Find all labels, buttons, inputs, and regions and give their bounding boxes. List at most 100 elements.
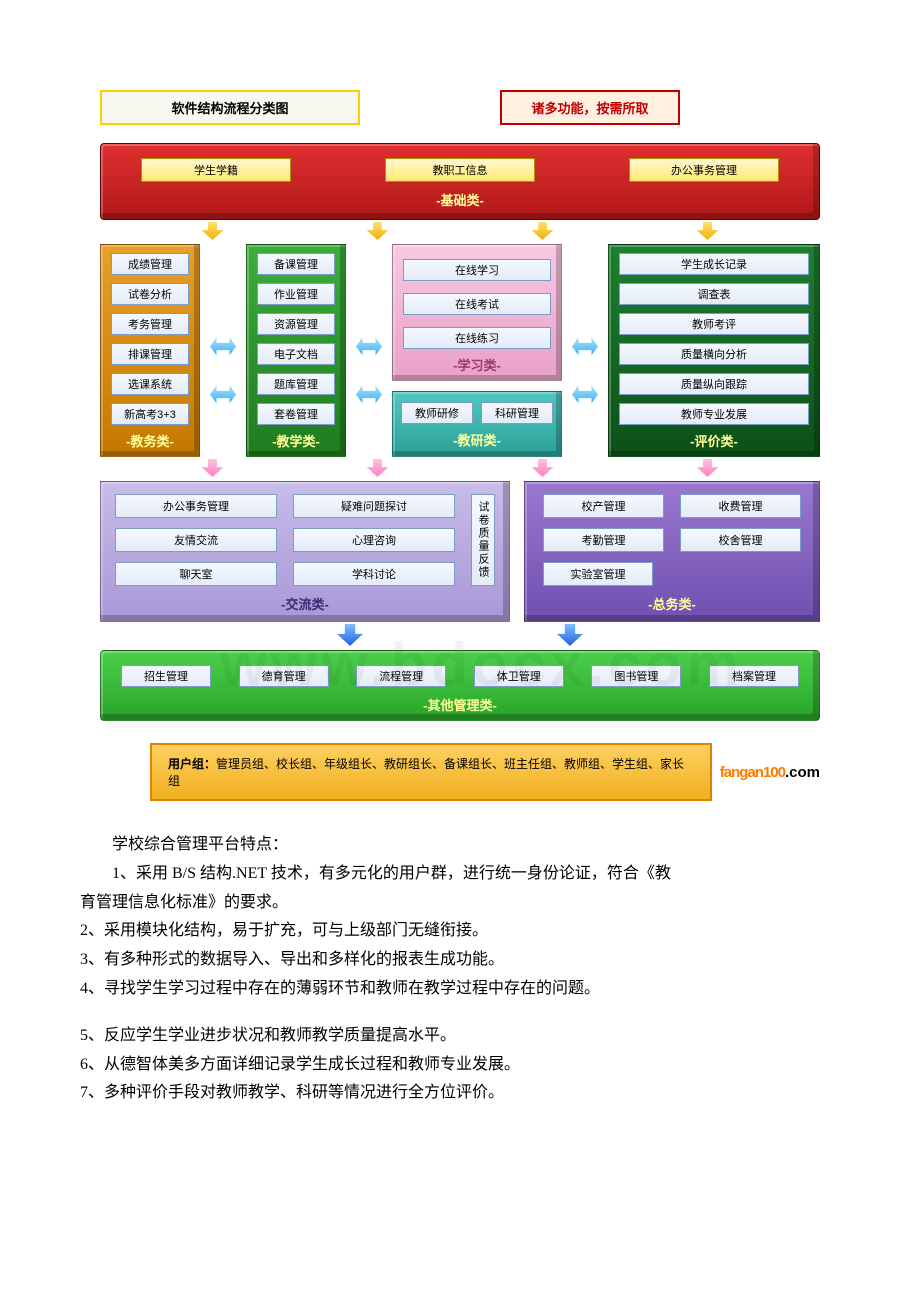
arrow-down-icon — [532, 222, 554, 240]
panel-label: -评价类- — [609, 427, 819, 456]
item: 学科讨论 — [293, 562, 455, 586]
item: 在线学习 — [403, 259, 551, 281]
brand-logo: fangan100.com — [720, 764, 820, 781]
item: 题库管理 — [257, 373, 335, 395]
article-body: 学校综合管理平台特点： 1、采用 B/S 结构.NET 技术，有多元化的用户群，… — [80, 831, 840, 1108]
item: 校产管理 — [543, 494, 664, 518]
flow-diagram: 软件结构流程分类图 诸多功能，按需所取 学生学籍 教职工信息 办公事务管理 -基… — [100, 90, 820, 801]
arrow-lr-icon — [210, 338, 236, 356]
item: 考勤管理 — [543, 528, 664, 552]
panel-pingjia: 学生成长记录 调查表 教师考评 质量横向分析 质量纵向跟踪 教师专业发展 -评价… — [608, 244, 820, 457]
article-line: 5、反应学生学业进步状况和教师教学质量提高水平。 — [80, 1022, 840, 1051]
item: 科研管理 — [481, 402, 553, 424]
item: 学生成长记录 — [619, 253, 809, 275]
brand-orange: fangan100 — [720, 764, 785, 781]
arrow-down-icon — [367, 459, 389, 477]
arrow-down-icon — [202, 459, 224, 477]
arrow-lr-icon — [356, 386, 382, 404]
arrow-down-icon — [697, 459, 719, 477]
item: 作业管理 — [257, 283, 335, 305]
column-xuexi-jiaoyan: 在线学习 在线考试 在线练习 -学习类- 教师研修 科研管理 -教研类- — [392, 244, 562, 457]
panel-other: 招生管理 德育管理 流程管理 体卫管理 图书管理 档案管理 -其他管理类- — [100, 650, 820, 721]
arrow-row-2 — [100, 459, 820, 477]
arrow-column — [356, 244, 382, 457]
arrow-down-icon — [532, 459, 554, 477]
item: 新高考3+3 — [111, 403, 189, 425]
item: 质量横向分析 — [619, 343, 809, 365]
base-item: 教职工信息 — [385, 158, 535, 182]
article-line: 1、采用 B/S 结构.NET 技术，有多元化的用户群，进行统一身份论证，符合《… — [80, 860, 840, 889]
article-line: 3、有多种形式的数据导入、导出和多样化的报表生成功能。 — [80, 946, 840, 975]
article-line: 2、采用模块化结构，易于扩充，可与上级部门无缝衔接。 — [80, 917, 840, 946]
item: 选课系统 — [111, 373, 189, 395]
item: 教师专业发展 — [619, 403, 809, 425]
item: 教师研修 — [401, 402, 473, 424]
arrow-down-icon — [367, 222, 389, 240]
item: 友情交流 — [115, 528, 277, 552]
panel-jiaoxue: 备课管理 作业管理 资源管理 电子文档 题库管理 套卷管理 -教学类- — [246, 244, 346, 457]
panel-jiaoyan: 教师研修 科研管理 -教研类- — [392, 391, 562, 457]
arrow-row-1 — [100, 222, 820, 240]
item: 档案管理 — [709, 665, 799, 687]
arrow-column — [572, 244, 598, 457]
arrow-down-icon — [557, 624, 583, 646]
arrow-column — [210, 244, 236, 457]
panel-label: -其他管理类- — [101, 691, 819, 720]
brand-suffix: .com — [785, 764, 820, 781]
base-item: 学生学籍 — [141, 158, 291, 182]
article-heading: 学校综合管理平台特点： — [80, 831, 840, 860]
arrow-lr-icon — [210, 386, 236, 404]
arrow-down-icon — [697, 222, 719, 240]
item: 备课管理 — [257, 253, 335, 275]
item: 疑难问题探讨 — [293, 494, 455, 518]
item: 流程管理 — [356, 665, 446, 687]
arrow-down-icon — [202, 222, 224, 240]
panel-logistics: 校产管理 收费管理 考勤管理 校舍管理 实验室管理 -总务类- — [524, 481, 820, 622]
item: 德育管理 — [239, 665, 329, 687]
vertical-item: 试卷质量反馈 — [471, 494, 495, 586]
user-group-box: 用户组：管理员组、校长组、年级组长、教研组长、备课组长、班主任组、教师组、学生组… — [150, 743, 712, 801]
arrow-lr-icon — [572, 386, 598, 404]
panel-xuexi: 在线学习 在线考试 在线练习 -学习类- — [392, 244, 562, 381]
item: 校舍管理 — [680, 528, 801, 552]
user-group-text: 管理员组、校长组、年级组长、教研组长、备课组长、班主任组、教师组、学生组、家长组 — [168, 757, 684, 788]
item: 考务管理 — [111, 313, 189, 335]
arrow-row-3 — [100, 624, 820, 646]
user-group-row: 用户组：管理员组、校长组、年级组长、教研组长、备课组长、班主任组、教师组、学生组… — [100, 743, 820, 801]
item: 教师考评 — [619, 313, 809, 335]
item: 体卫管理 — [474, 665, 564, 687]
item: 图书管理 — [591, 665, 681, 687]
diagram-title: 软件结构流程分类图 — [100, 90, 360, 125]
panel-exchange: 办公事务管理 疑难问题探讨 试卷质量反馈 友情交流 心理咨询 聊天室 学科讨论 … — [100, 481, 510, 622]
row-exchange-logistics: 办公事务管理 疑难问题探讨 试卷质量反馈 友情交流 心理咨询 聊天室 学科讨论 … — [100, 481, 820, 622]
item: 试卷分析 — [111, 283, 189, 305]
panel-label-base: -基础类- — [101, 186, 819, 215]
item: 质量纵向跟踪 — [619, 373, 809, 395]
panel-label: -教研类- — [393, 426, 561, 455]
item: 套卷管理 — [257, 403, 335, 425]
item: 调查表 — [619, 283, 809, 305]
article-line: 4、寻找学生学习过程中存在的薄弱环节和教师在教学过程中存在的问题。 — [80, 975, 840, 1004]
base-item: 办公事务管理 — [629, 158, 779, 182]
panel-label: -学习类- — [393, 351, 561, 380]
diagram-header: 软件结构流程分类图 诸多功能，按需所取 — [100, 90, 820, 125]
item: 在线考试 — [403, 293, 551, 315]
item: 电子文档 — [257, 343, 335, 365]
item: 心理咨询 — [293, 528, 455, 552]
item: 办公事务管理 — [115, 494, 277, 518]
item: 资源管理 — [257, 313, 335, 335]
panel-label: -教务类- — [101, 427, 199, 456]
arrow-down-icon — [337, 624, 363, 646]
panel-label: -交流类- — [101, 590, 509, 619]
panel-label: -总务类- — [525, 590, 819, 619]
item: 在线练习 — [403, 327, 551, 349]
arrow-lr-icon — [572, 338, 598, 356]
item: 排课管理 — [111, 343, 189, 365]
panel-label: -教学类- — [247, 427, 345, 456]
category-row: 成绩管理 试卷分析 考务管理 排课管理 选课系统 新高考3+3 -教务类- 备课… — [100, 244, 820, 457]
item: 成绩管理 — [111, 253, 189, 275]
article-line: 6、从德智体美多方面详细记录学生成长过程和教师专业发展。 — [80, 1051, 840, 1080]
article-line: 育管理信息化标准》的要求。 — [80, 889, 840, 918]
item: 招生管理 — [121, 665, 211, 687]
item: 实验室管理 — [543, 562, 653, 586]
